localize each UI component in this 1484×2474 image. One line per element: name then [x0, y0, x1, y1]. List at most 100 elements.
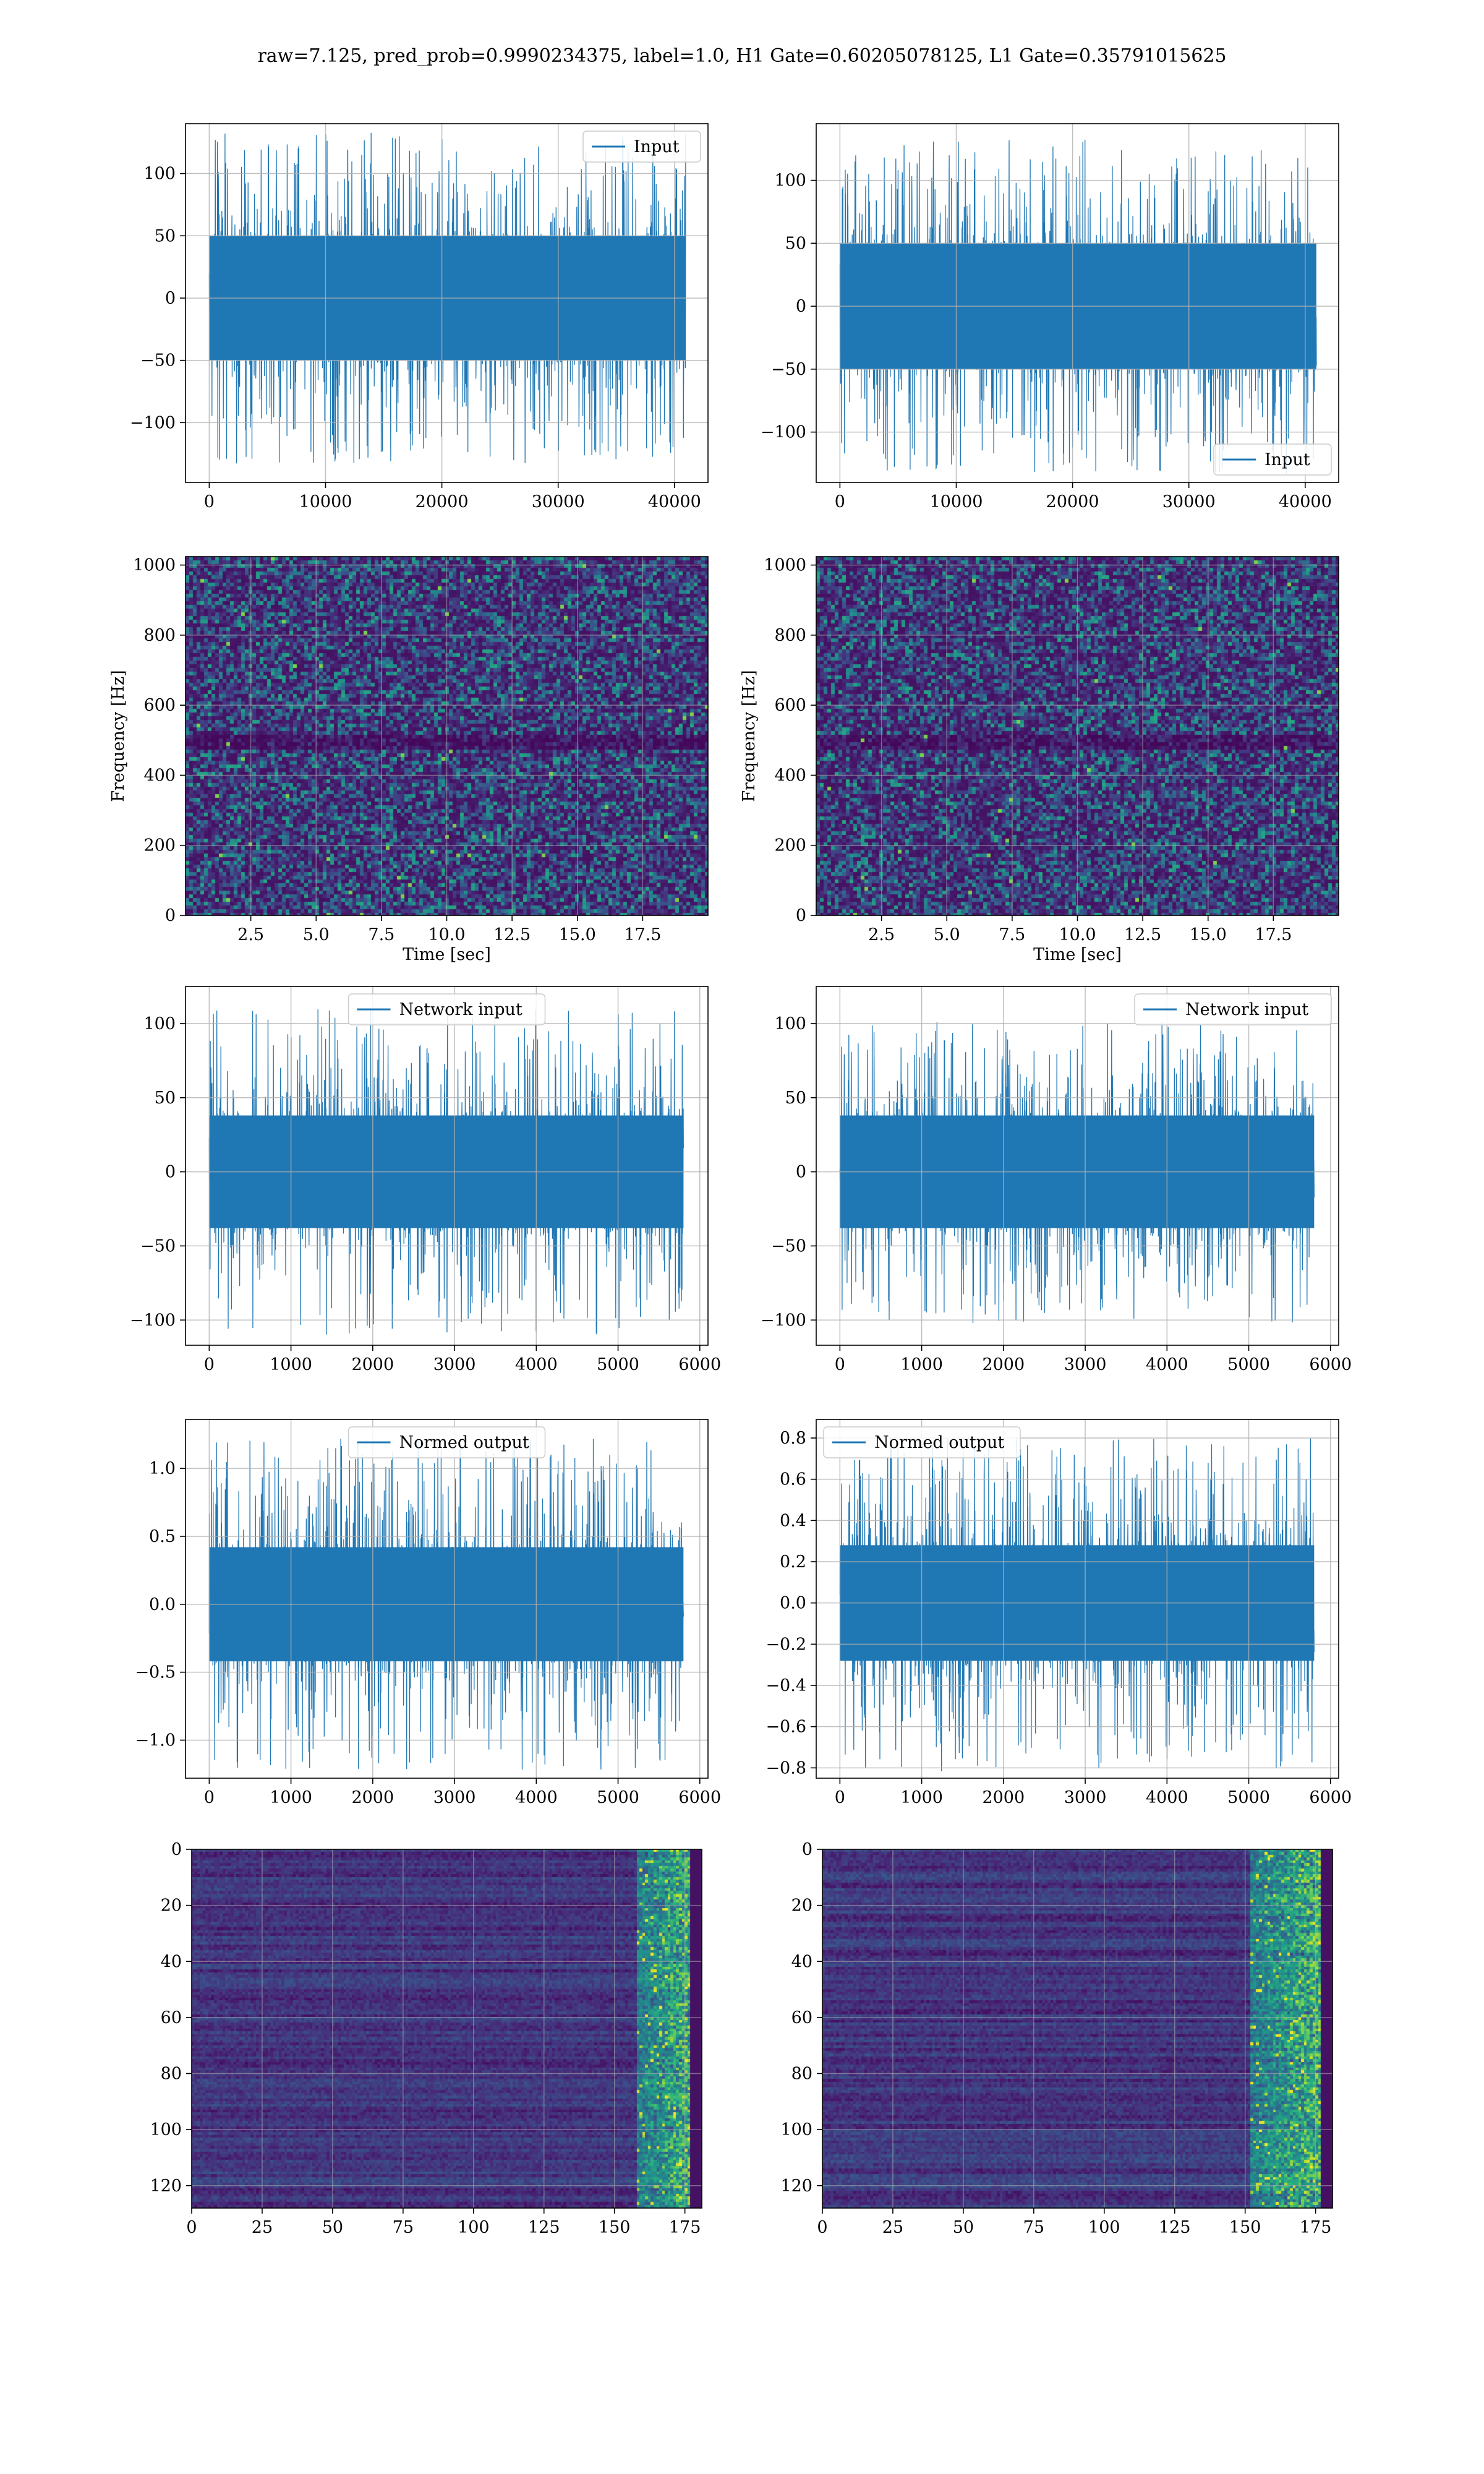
x-tick-label: 0	[204, 492, 215, 511]
x-tick-label: 10000	[930, 492, 983, 511]
x-tick-label: 3000	[433, 1788, 476, 1807]
legend-label: Normed output	[874, 1433, 1004, 1452]
axes-frame	[185, 1419, 709, 1779]
x-tick-label: 4000	[515, 1788, 558, 1807]
y-tick-label: −50	[771, 1236, 806, 1256]
y-tick-label: 50	[155, 226, 176, 246]
y-tick-label: −0.8	[765, 1758, 806, 1778]
y-tick-label: 400	[143, 766, 176, 785]
y-tick-label: 0	[165, 289, 176, 308]
x-tick-label: 0	[204, 1355, 215, 1374]
x-tick-label: 4000	[1146, 1788, 1188, 1807]
x-tick-label: 1000	[900, 1788, 943, 1807]
y-tick-label: −1.0	[135, 1731, 176, 1750]
x-tick-label: 175	[1300, 2218, 1332, 2237]
grid	[816, 557, 1339, 916]
y-tick-label: 0	[165, 1163, 176, 1182]
x-tick-label: 0	[204, 1788, 215, 1807]
y-tick-label: 80	[161, 2065, 182, 2084]
x-tick-label: 75	[393, 2218, 414, 2237]
subplot-r1-right: 0 10000 20000 30000 40000 −100 −50 0 50 100 Input	[761, 123, 1339, 511]
y-tick-label: 600	[143, 696, 176, 715]
y-tick-label: 0	[171, 1840, 182, 1859]
x-tick-label: 0	[186, 2218, 197, 2237]
y-tick-label: 50	[155, 1089, 176, 1108]
subplot-r5-right: 0 25 50 75 100 125 150 175 0 20 40 60 80 100 120	[780, 1840, 1333, 2237]
legend-label: Input	[1264, 450, 1310, 469]
subplot-r2-left: 2.5 5.0 7.5 10.0 12.5 15.0 17.5 0 200 400 600 800 10…	[109, 556, 709, 964]
heatmap-image	[822, 1849, 1333, 2208]
x-tick-label: 0	[835, 1788, 845, 1807]
y-tick-label: 80	[791, 2065, 812, 2084]
axes-frame	[816, 986, 1339, 1346]
subplot-r2-right: 2.5 5.0 7.5 10.0 12.5 15.0 17.5 0 200 400 600 800 10…	[740, 556, 1339, 964]
x-tick-label: 3000	[1064, 1355, 1107, 1374]
y-tick-label: 100	[774, 171, 806, 190]
grid	[816, 124, 1339, 482]
x-tick-label: 20000	[416, 492, 469, 511]
y-tick-label: 600	[774, 696, 806, 715]
subplot-r3-right: 0 1000 2000 3000 4000 5000 6000 −100 −50 0 50 100 Ne…	[761, 986, 1352, 1374]
x-tick-label: 100	[458, 2218, 490, 2237]
y-tick-label: −50	[140, 1236, 176, 1256]
x-tick-label: 25	[882, 2218, 903, 2237]
axes-frame	[185, 123, 709, 483]
y-tick-label: 120	[150, 2177, 182, 2196]
x-tick-label: 1000	[270, 1788, 312, 1807]
y-tick-label: 100	[774, 1014, 806, 1034]
x-tick-label: 2000	[982, 1355, 1025, 1374]
y-tick-label: 400	[774, 766, 806, 785]
x-tick-label: 5000	[597, 1355, 639, 1374]
y-tick-label: −100	[130, 1311, 176, 1330]
y-tick-label: 20	[791, 1896, 812, 1915]
y-tick-label: −0.4	[765, 1676, 806, 1695]
y-tick-label: 1000	[764, 556, 806, 575]
x-tick-label: 0	[817, 2218, 827, 2237]
x-tick-label: 1000	[900, 1355, 943, 1374]
subplot-r1-left: 0 10000 20000 30000 40000 −100 −50 0 50 100 Input	[130, 123, 709, 511]
y-tick-label: 0.4	[780, 1511, 806, 1530]
y-tick-label: 800	[143, 626, 176, 645]
grid	[816, 1419, 1339, 1778]
x-tick-label: 10.0	[428, 925, 465, 944]
legend-label: Network input	[399, 1000, 522, 1019]
x-tick-label: 6000	[678, 1355, 721, 1374]
legend: Normed output	[348, 1426, 546, 1458]
x-tick-label: 17.5	[1255, 925, 1292, 944]
y-tick-label: 0	[796, 1163, 806, 1182]
y-tick-label: 0.2	[780, 1552, 806, 1572]
legend-label: Network input	[1185, 1000, 1308, 1019]
y-tick-label: −0.2	[765, 1635, 806, 1654]
x-tick-label: 10.0	[1059, 925, 1096, 944]
y-tick-label: −50	[140, 351, 176, 370]
x-tick-label: 5.0	[934, 925, 960, 944]
y-tick-label: −100	[761, 423, 806, 442]
x-axis-label: Time [sec]	[403, 945, 491, 964]
x-tick-label: 5000	[1227, 1355, 1270, 1374]
y-tick-label: −50	[771, 360, 806, 379]
x-tick-label: 3000	[433, 1355, 476, 1374]
x-tick-label: 30000	[1162, 492, 1216, 511]
x-tick-label: 7.5	[999, 925, 1025, 944]
axes-frame	[816, 123, 1339, 483]
x-tick-label: 20000	[1046, 492, 1099, 511]
x-tick-label: 4000	[515, 1355, 558, 1374]
x-tick-label: 40000	[1279, 492, 1332, 511]
subplot-r4-right: 0 1000 2000 3000 4000 5000 6000 −0.8 −0.6 −0.4 −0.…	[765, 1419, 1352, 1807]
x-tick-label: 2.5	[868, 925, 895, 944]
x-tick-label: 125	[528, 2218, 560, 2237]
x-tick-label: 2000	[982, 1788, 1025, 1807]
y-tick-label: 100	[780, 2120, 812, 2139]
y-tick-label: 0.0	[780, 1594, 806, 1613]
legend-label: Normed output	[399, 1433, 529, 1452]
x-tick-label: 2000	[351, 1788, 394, 1807]
x-tick-label: 30000	[532, 492, 585, 511]
x-tick-label: 12.5	[1124, 925, 1161, 944]
x-tick-label: 0	[835, 492, 845, 511]
axes-frame	[191, 1849, 702, 2209]
y-tick-label: 200	[143, 836, 176, 855]
x-tick-label: 4000	[1146, 1355, 1188, 1374]
y-tick-label: 1000	[133, 556, 176, 575]
y-tick-label: 1.0	[149, 1459, 176, 1478]
